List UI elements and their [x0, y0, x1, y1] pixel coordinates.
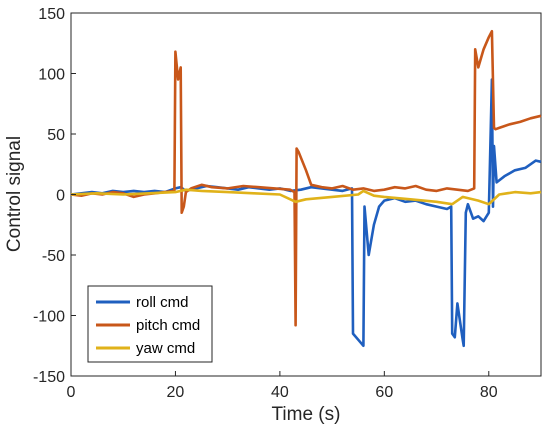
legend-label-yaw: yaw cmd — [136, 340, 195, 357]
y-tick-label: 0 — [56, 188, 65, 205]
y-tick-label: 50 — [47, 127, 65, 144]
y-tick-label: -50 — [42, 248, 65, 265]
x-tick-label: 80 — [480, 384, 498, 401]
legend: roll cmd pitch cmd yaw cmd — [87, 285, 213, 363]
x-axis-label: Time (s) — [272, 404, 341, 425]
y-tick-label: -100 — [33, 309, 65, 326]
legend-label-pitch: pitch cmd — [136, 317, 200, 334]
series-layer — [70, 29, 542, 348]
x-tick-label: 40 — [271, 384, 289, 401]
ticks-layer: 0 20 40 60 80 -150 -100 -50 0 50 100 150 — [33, 6, 498, 401]
y-tick-label: 100 — [38, 67, 65, 84]
y-axis-label: Control signal — [4, 136, 25, 252]
x-tick-label: 20 — [167, 384, 185, 401]
y-tick-label: -150 — [33, 369, 65, 386]
series-line-roll — [70, 78, 542, 348]
x-tick-label: 60 — [375, 384, 393, 401]
y-tick-label: 150 — [38, 6, 65, 23]
x-tick-label: 0 — [67, 384, 76, 401]
series-line-yaw — [70, 188, 542, 206]
legend-label-roll: roll cmd — [136, 294, 189, 311]
